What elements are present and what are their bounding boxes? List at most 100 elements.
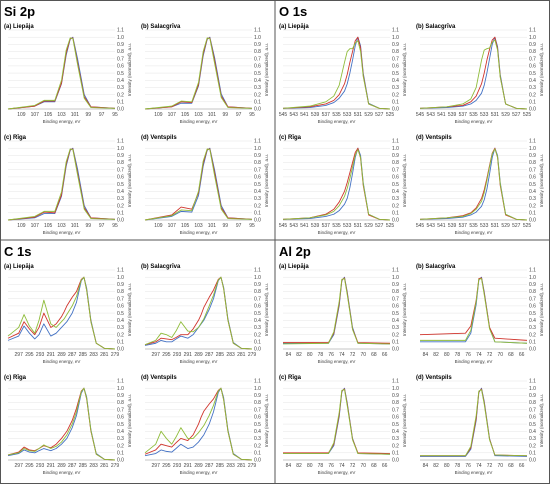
- panel-title: (d) Ventspils: [141, 375, 177, 381]
- x-tick-label: 525: [386, 112, 395, 118]
- series-line-green: [144, 276, 253, 350]
- x-tick-label: 297: [152, 463, 161, 469]
- x-tick-label: 74: [339, 352, 345, 358]
- x-tick-label: 285: [79, 352, 88, 358]
- y-tick-label: 0.0: [392, 107, 399, 113]
- y-tick-label: 0.9: [529, 153, 536, 159]
- x-tick-label: 82: [433, 463, 439, 469]
- x-tick-label: 84: [286, 463, 292, 469]
- x-tick-label: 84: [423, 352, 429, 358]
- quadrant-title: C 1s: [4, 244, 31, 259]
- y-tick-label: 0.4: [117, 429, 124, 435]
- x-tick-label: 68: [508, 352, 514, 358]
- x-tick-label: 295: [162, 352, 171, 358]
- y-tick-label: 0.2: [529, 203, 536, 209]
- x-tick-label: 101: [208, 223, 217, 229]
- y-tick-label: 0.9: [254, 153, 261, 159]
- x-tick-label: 541: [300, 112, 309, 118]
- y-tick-label: 0.6: [529, 175, 536, 181]
- x-axis-label: Binding energy, eV: [43, 119, 81, 124]
- series-line-green: [282, 149, 391, 221]
- y-axis-label: Intensity (normalized), a.u.: [402, 394, 407, 447]
- x-tick-label: 74: [476, 352, 482, 358]
- x-tick-label: 529: [364, 223, 373, 229]
- y-tick-label: 0.0: [117, 458, 124, 464]
- y-tick-label: 0.6: [254, 175, 261, 181]
- x-tick-label: 80: [444, 352, 450, 358]
- x-tick-label: 84: [286, 352, 292, 358]
- y-tick-label: 0.6: [392, 415, 399, 421]
- y-tick-label: 0.6: [117, 415, 124, 421]
- x-tick-label: 80: [444, 463, 450, 469]
- series-line-green: [7, 387, 116, 461]
- y-tick-label: 0.5: [117, 182, 124, 188]
- x-tick-label: 293: [173, 463, 182, 469]
- x-tick-label: 101: [71, 112, 80, 118]
- x-tick-label: 283: [226, 352, 235, 358]
- x-tick-label: 74: [339, 463, 345, 469]
- y-tick-label: 0.2: [254, 443, 261, 449]
- y-tick-label: 0.8: [254, 400, 261, 406]
- x-tick-label: 543: [290, 223, 299, 229]
- y-tick-label: 0.8: [392, 400, 399, 406]
- y-tick-label: 0.2: [117, 443, 124, 449]
- y-tick-label: 0.8: [529, 289, 536, 295]
- x-tick-label: 97: [99, 223, 105, 229]
- y-tick-label: 0.2: [392, 443, 399, 449]
- x-tick-label: 103: [57, 223, 66, 229]
- y-tick-label: 0.7: [529, 56, 536, 62]
- x-tick-label: 285: [216, 463, 225, 469]
- y-tick-label: 0.9: [117, 42, 124, 48]
- panel-title: (c) Rīga: [4, 135, 27, 141]
- y-tick-label: 0.3: [392, 325, 399, 331]
- y-tick-label: 0.5: [392, 311, 399, 317]
- y-tick-label: 1.1: [117, 379, 124, 385]
- x-tick-label: 70: [360, 463, 366, 469]
- y-tick-label: 0.9: [117, 393, 124, 399]
- x-tick-label: 537: [322, 223, 331, 229]
- x-tick-label: 84: [423, 463, 429, 469]
- y-tick-label: 0.2: [117, 203, 124, 209]
- x-tick-label: 76: [465, 463, 471, 469]
- x-tick-label: 541: [437, 112, 446, 118]
- y-tick-label: 0.0: [254, 347, 261, 353]
- y-tick-label: 0.6: [529, 415, 536, 421]
- y-tick-label: 0.2: [392, 92, 399, 98]
- x-tick-label: 291: [47, 352, 56, 358]
- y-tick-label: 0.3: [254, 436, 261, 442]
- y-tick-label: 0.2: [392, 332, 399, 338]
- panel-title: (c) Rīga: [279, 375, 302, 381]
- x-tick-label: 527: [375, 223, 384, 229]
- x-tick-label: 287: [68, 463, 77, 469]
- y-tick-label: 0.7: [254, 167, 261, 173]
- x-tick-label: 82: [433, 352, 439, 358]
- panel-0: (a) Liepāja 0.00.1 0.20.30.40.50.6 0.70.80.…: [4, 264, 132, 364]
- x-axis-label: Binding energy, eV: [455, 119, 493, 124]
- x-tick-label: 107: [168, 223, 177, 229]
- x-tick-label: 72: [487, 463, 493, 469]
- panel-title: (b) Salacgrīva: [416, 264, 456, 270]
- x-axis-label: Binding energy, eV: [180, 359, 218, 364]
- y-tick-label: 0.5: [254, 71, 261, 77]
- x-tick-label: 291: [184, 463, 193, 469]
- x-tick-label: 287: [205, 463, 214, 469]
- y-tick-label: 0.5: [254, 422, 261, 428]
- y-tick-label: 0.7: [117, 296, 124, 302]
- y-tick-label: 0.4: [529, 78, 536, 84]
- x-axis-label: Binding energy, eV: [43, 230, 81, 235]
- x-tick-label: 527: [375, 112, 384, 118]
- y-tick-label: 0.3: [117, 436, 124, 442]
- y-tick-label: 0.4: [117, 318, 124, 324]
- y-tick-label: 0.3: [254, 325, 261, 331]
- x-tick-label: 95: [249, 112, 255, 118]
- x-tick-label: 105: [181, 112, 190, 118]
- y-tick-label: 0.1: [529, 340, 536, 346]
- x-axis-label: Binding energy, eV: [180, 470, 218, 475]
- x-tick-label: 289: [194, 463, 203, 469]
- x-tick-label: 99: [222, 223, 228, 229]
- y-tick-label: 1.0: [392, 35, 399, 41]
- y-tick-label: 0.1: [392, 451, 399, 457]
- x-tick-label: 70: [360, 352, 366, 358]
- x-tick-label: 72: [487, 352, 493, 358]
- x-tick-label: 297: [15, 352, 24, 358]
